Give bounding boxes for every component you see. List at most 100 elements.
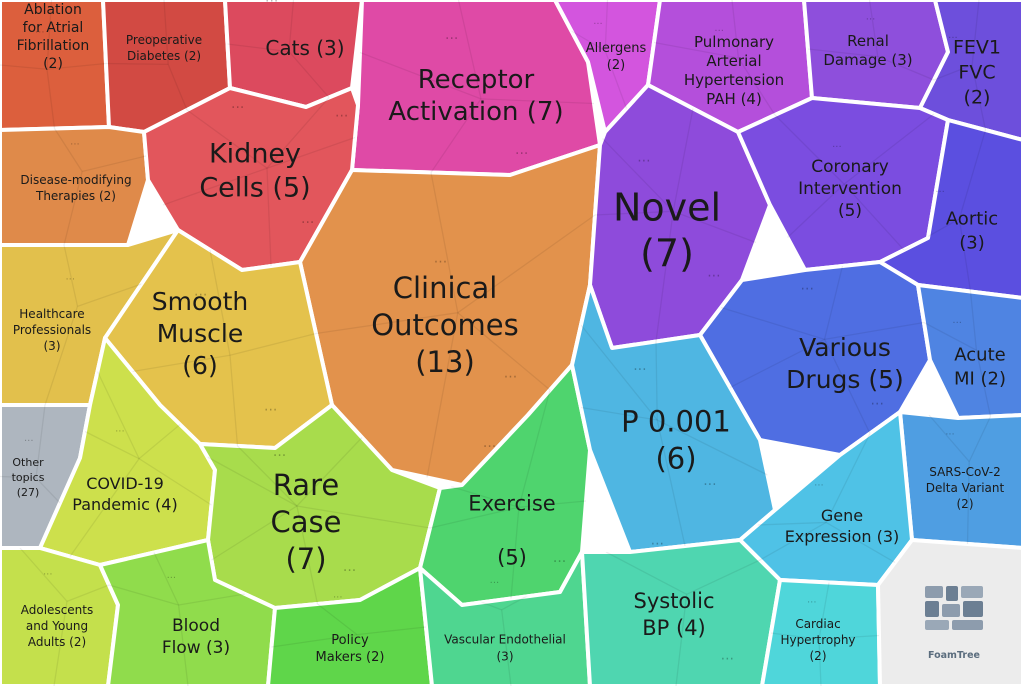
label-vascular-endothelial: Vascular Endothelial (3) [444, 633, 566, 664]
subcell-dividers [227, 0, 330, 98]
foamtree-logo-icon [925, 586, 983, 630]
ellipsis-marker: ... [335, 105, 348, 121]
label-various-drugs: Various Drugs (5) [786, 333, 904, 394]
ellipsis-marker: ... [866, 12, 876, 23]
ellipsis-marker: ... [264, 398, 277, 414]
ellipsis-marker: ... [483, 435, 496, 451]
subcell-dividers [271, 603, 427, 648]
label-sars-cov-2-delta-variant: SARS-CoV-2 Delta Variant (2) [926, 465, 1005, 511]
ellipsis-marker: ... [952, 315, 962, 326]
ellipsis-marker: ... [144, 29, 154, 40]
label-adolescents-and-young-adults: Adolescents and Young Adults (2) [21, 603, 93, 649]
label-novel: Novel (7) [613, 185, 721, 275]
label-renal-damage: Renal Damage (3) [823, 32, 912, 69]
subcell-dividers [928, 414, 992, 545]
ellipsis-marker: ... [490, 575, 500, 586]
ellipsis-marker: ... [167, 570, 177, 581]
subcell-dividers [162, 97, 356, 267]
label-covid-19-pandemic: COVID-19 Pandemic (4) [72, 474, 177, 514]
ellipsis-marker: ... [871, 392, 884, 408]
foamtree-watermark: FoamTree [925, 586, 983, 661]
subcell-dividers [359, 0, 595, 173]
label-healthcare-professionals: Healthcare Professionals (3) [13, 307, 91, 353]
ellipsis-marker: ... [935, 184, 945, 195]
ellipsis-marker: ... [301, 211, 314, 227]
label-pulmonary-arterial-hypertension-pah: Pulmonary Arterial Hypertension PAH (4) [684, 33, 784, 108]
ellipsis-marker: ... [70, 137, 80, 148]
label-blood-flow: Blood Flow (3) [162, 616, 230, 658]
label-cats: Cats (3) [265, 36, 344, 60]
ellipsis-marker: ... [807, 594, 817, 605]
label-kidney-cells: Kidney Cells (5) [199, 138, 310, 203]
label-exercise: Exercise (5) [468, 491, 555, 569]
ellipsis-marker: ... [273, 444, 286, 460]
label-systolic-bp: Systolic BP (4) [634, 589, 715, 640]
ellipsis-marker: ... [633, 358, 646, 374]
label-gene-expression: Gene Expression (3) [785, 506, 900, 546]
ellipsis-marker: ... [194, 283, 207, 299]
subcell-dividers [580, 324, 768, 547]
ellipsis-marker: ... [721, 647, 734, 663]
foamtree-watermark-text: FoamTree [928, 650, 980, 661]
label-allergens: Allergens (2) [586, 41, 647, 73]
label-preoperative-diabetes: Preoperative Diabetes (2) [126, 33, 202, 63]
cell-cardiac-hypertrophy[interactable] [760, 578, 882, 686]
label-ablation-for-atrial-fibrillation: Ablation for Atrial Fibrillation (2) [17, 2, 90, 72]
ellipsis-marker: ... [231, 96, 244, 112]
ellipsis-marker: ... [703, 473, 716, 489]
subcell-dividers [923, 291, 992, 417]
label-other-topics: Other topics (27) [12, 456, 45, 499]
subcell-dividers [807, 0, 935, 81]
label-aortic: Aortic (3) [946, 208, 998, 253]
ellipsis-marker: ... [832, 139, 842, 150]
ellipsis-marker: ... [707, 264, 720, 280]
ellipsis-marker: ... [948, 30, 958, 41]
subcell-dividers [605, 551, 761, 686]
subcell-dividers [720, 265, 925, 434]
subcell-dividers [44, 244, 142, 405]
cell-p-0-001[interactable] [570, 283, 777, 554]
ellipsis-marker: ... [651, 532, 664, 548]
ellipsis-marker: ... [714, 23, 724, 34]
ellipsis-marker: ... [333, 590, 343, 601]
ellipsis-marker: ... [24, 433, 34, 444]
label-p-0-001: P 0.001 (6) [621, 405, 731, 476]
subcell-dividers [108, 552, 246, 686]
ellipsis-marker: ... [801, 277, 814, 293]
label-disease-modifying-therapies: Disease-modifying Therapies (2) [20, 173, 131, 203]
ellipsis-marker: ... [553, 550, 566, 566]
subcell-dividers [132, 249, 317, 447]
ellipsis-marker: ... [43, 566, 53, 577]
ellipsis-marker: ... [35, 24, 45, 35]
subcell-dividers [315, 172, 596, 478]
subcell-dividers [207, 437, 431, 605]
subcell-dividers [429, 389, 587, 599]
label-cardiac-hypertrophy: Cardiac Hypertrophy (2) [780, 617, 855, 663]
label-receptor-activation: Receptor Activation (7) [388, 65, 563, 127]
label-policy-makers: Policy Makers (2) [316, 633, 385, 665]
subcell-dividers [69, 371, 212, 557]
label-smooth-muscle: Smooth Muscle (6) [152, 287, 248, 380]
cell-systolic-bp[interactable] [580, 538, 782, 686]
subcell-dividers [53, 128, 147, 245]
ellipsis-marker: ... [343, 559, 356, 575]
ellipsis-marker: ... [637, 149, 650, 165]
subcell-dividers [653, 0, 776, 116]
cell-sars-cov-2-delta-variant[interactable] [898, 410, 1023, 550]
ellipsis-marker: ... [504, 366, 517, 382]
subcell-dividers [757, 433, 896, 564]
subcell-dividers [774, 113, 935, 251]
label-clinical-outcomes: Clinical Outcomes (13) [371, 271, 518, 379]
subcell-dividers [770, 582, 880, 686]
ellipsis-marker: ... [445, 27, 458, 43]
label-acute-mi: Acute MI (2) [954, 344, 1006, 389]
ellipsis-marker: ... [515, 142, 528, 158]
subcell-dividers [105, 0, 188, 111]
label-fev1-fvc: FEV1 FVC (2) [953, 37, 1001, 109]
ellipsis-marker: ... [115, 424, 125, 435]
ellipsis-marker: ... [66, 271, 76, 282]
ellipsis-marker: ... [814, 477, 824, 488]
ellipsis-marker: ... [593, 16, 603, 27]
